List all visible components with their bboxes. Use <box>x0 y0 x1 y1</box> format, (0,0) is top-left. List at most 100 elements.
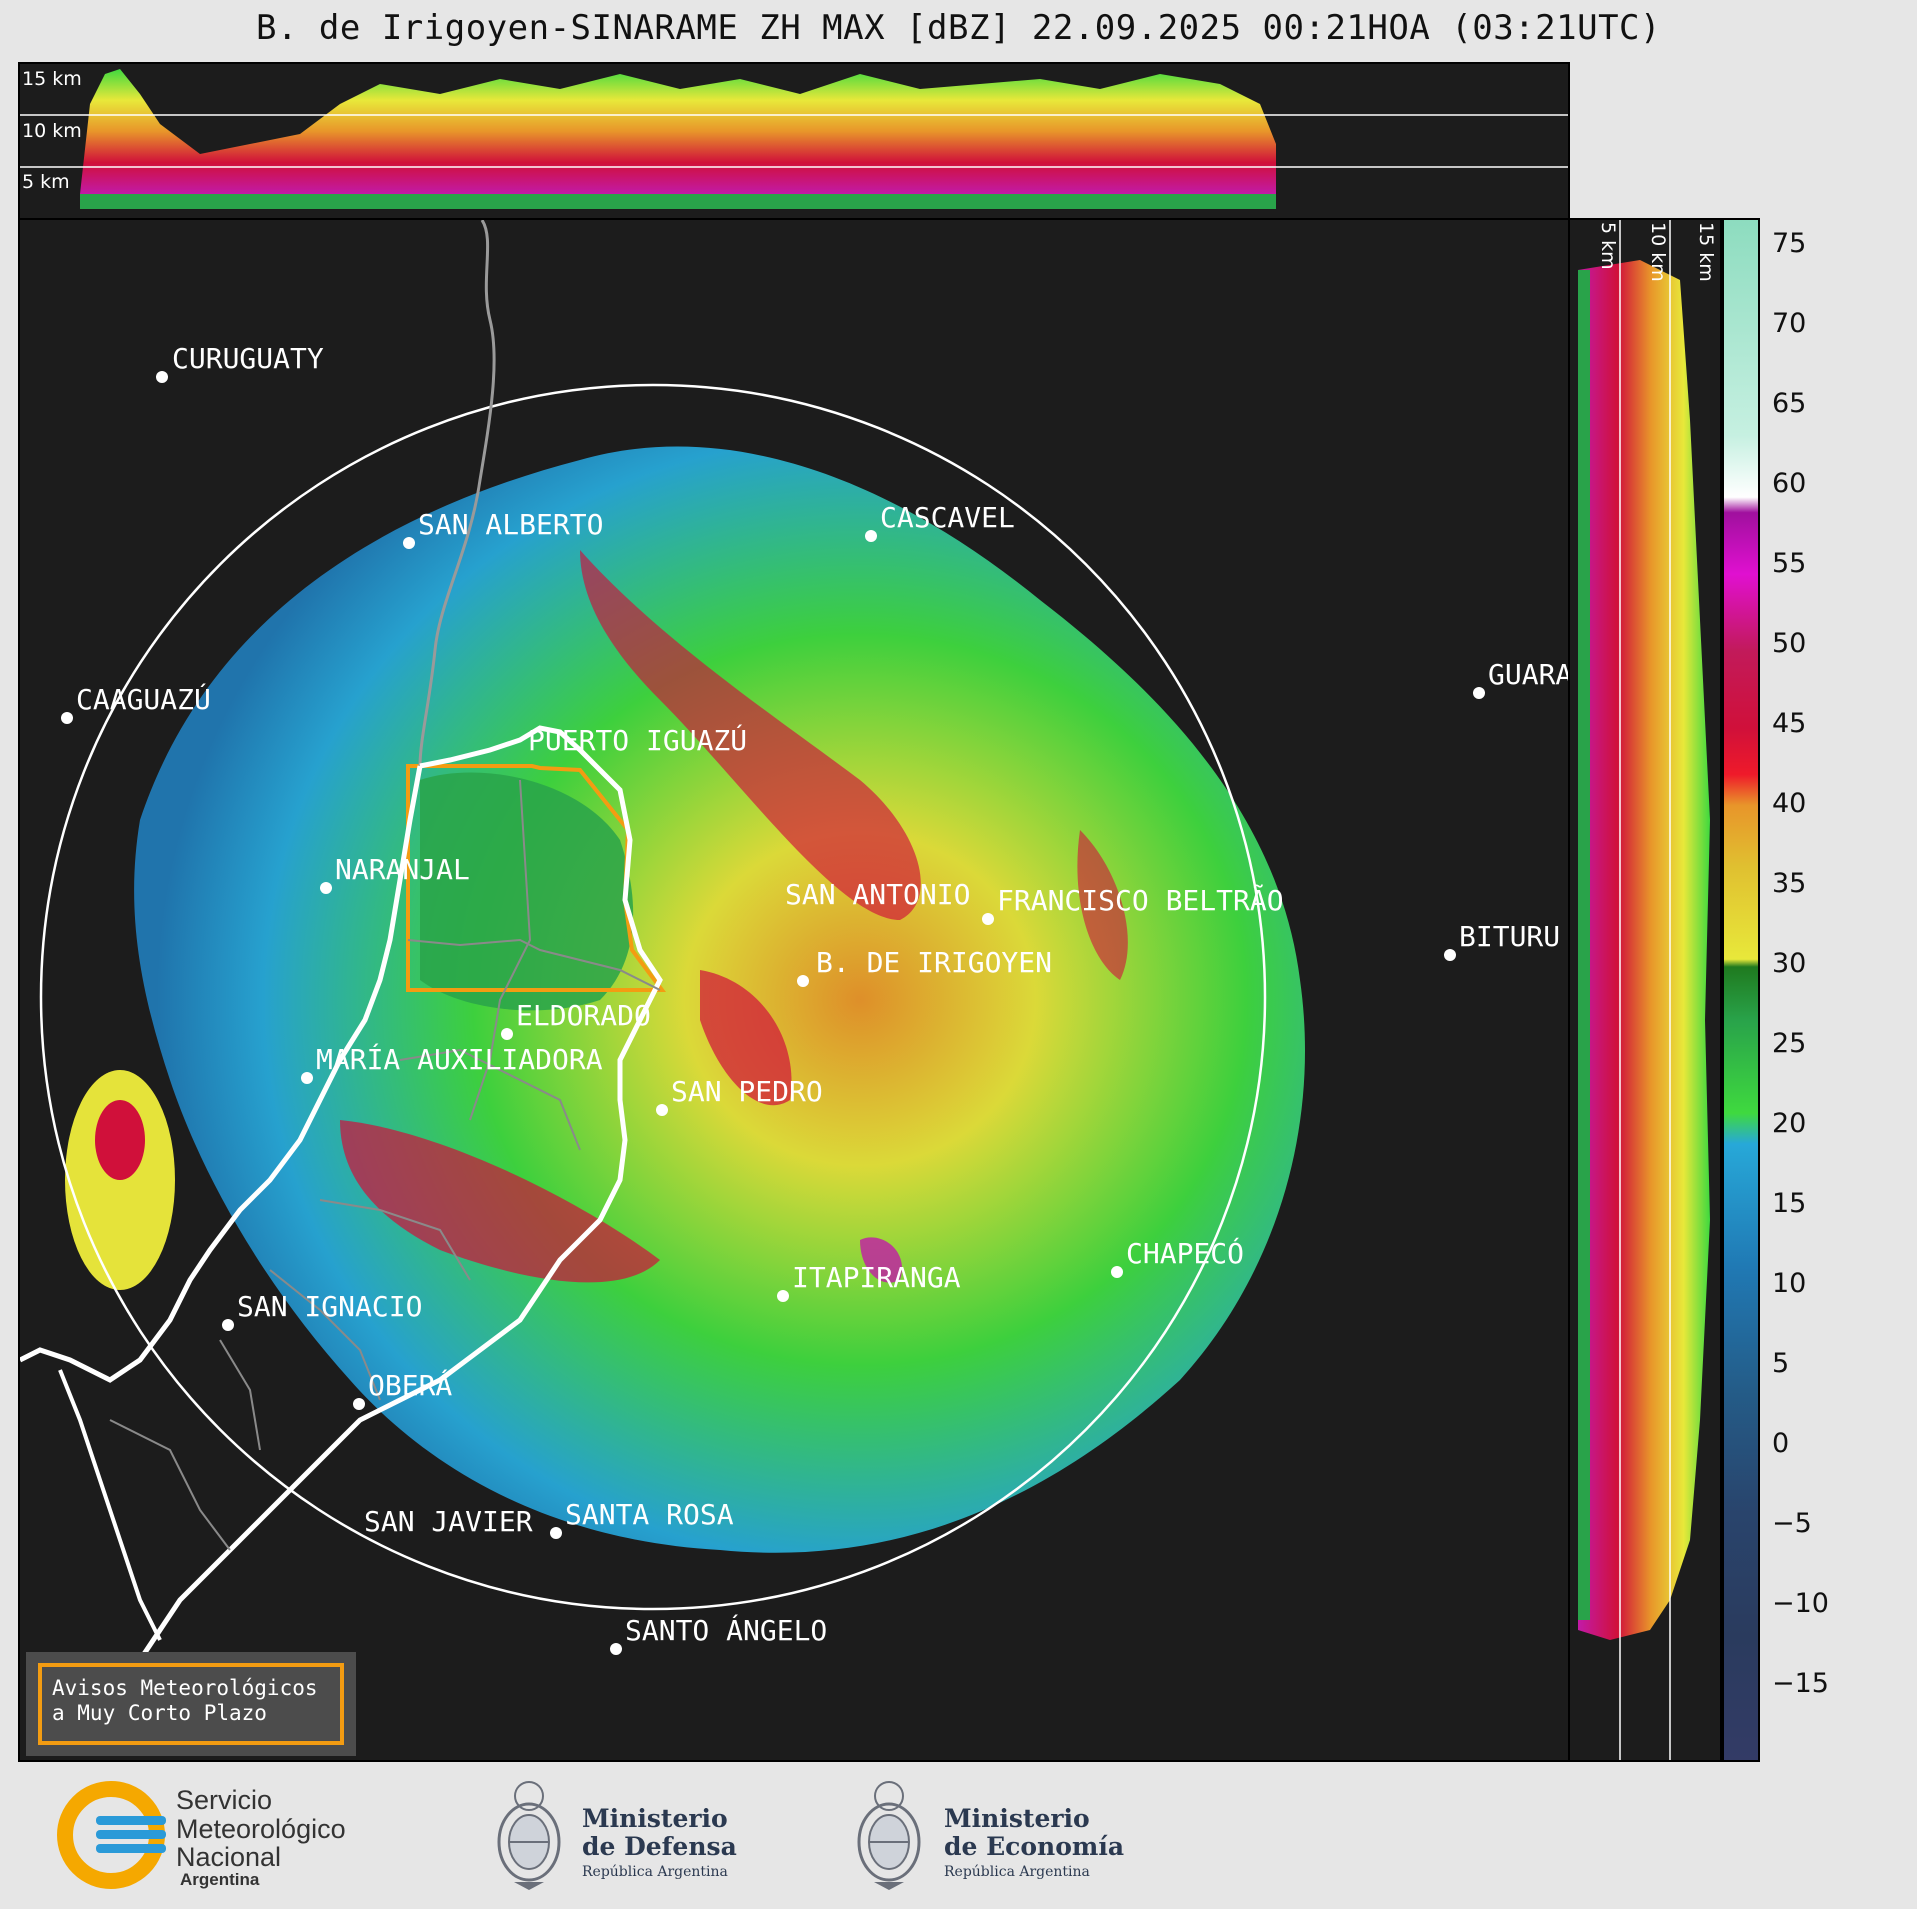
svg-text:BITURU: BITURU <box>1459 920 1560 953</box>
city-marker-san-javier: SAN JAVIER <box>364 1505 533 1538</box>
right-height-profile: 5 km 10 km 15 km <box>1568 218 1722 1762</box>
cbar-tick-30: 30 <box>1772 948 1807 979</box>
city-marker-san-alberto: SAN ALBERTO <box>403 508 603 549</box>
svg-text:SAN ALBERTO: SAN ALBERTO <box>418 508 603 541</box>
economia-line3: República Argentina <box>944 1864 1090 1880</box>
cbar-tick-20: 20 <box>1772 1108 1807 1139</box>
right-altitude-label-15km: 15 km <box>1695 222 1717 282</box>
smn-logo-line3: Nacional <box>176 1842 282 1872</box>
ministerio-economia-logo: Ministerio de Economía República Argenti… <box>854 1774 1134 1894</box>
smn-logo-line4: Argentina <box>180 1870 260 1889</box>
misiones-border <box>97 725 663 1742</box>
cbar-tick-65: 65 <box>1772 388 1807 419</box>
svg-text:CAAGUAZÚ: CAAGUAZÚ <box>76 682 211 716</box>
defensa-line1: Ministerio <box>582 1804 728 1833</box>
top-altitude-label-5km: 5 km <box>22 171 70 193</box>
smn-logo-icon <box>57 1781 166 1889</box>
svg-text:PUERTO IGUAZÚ: PUERTO IGUAZÚ <box>528 723 747 757</box>
border-line-north <box>418 220 496 767</box>
defensa-line2: de Defensa <box>582 1832 737 1861</box>
city-marker-maria-auxiliadora: MARÍA AUXILIADORA <box>301 1042 603 1084</box>
svg-text:SAN ANTONIO: SAN ANTONIO <box>785 878 970 911</box>
argentina-coat-of-arms-icon-2 <box>857 1781 921 1890</box>
argentina-coat-of-arms-icon <box>497 1781 561 1890</box>
misiones-border-west <box>20 765 423 1383</box>
smn-logo-line1: Servicio <box>176 1785 273 1815</box>
top-altitude-label-15km: 15 km <box>22 68 82 90</box>
svg-text:SAN IGNACIO: SAN IGNACIO <box>237 1290 422 1323</box>
right-altitude-label-10km: 10 km <box>1647 222 1669 282</box>
cbar-tick-minus15: −15 <box>1772 1668 1829 1699</box>
city-layer: CURUGUATY SAN ALBERTO CASCAVEL CAAGUAZÚ … <box>61 342 1570 1655</box>
cbar-tick-15: 15 <box>1772 1188 1807 1219</box>
svg-text:NARANJAL: NARANJAL <box>335 853 470 886</box>
cbar-tick-25: 25 <box>1772 1028 1807 1059</box>
svg-text:SAN JAVIER: SAN JAVIER <box>364 1505 533 1538</box>
city-marker-chapeco: CHAPECÓ <box>1111 1236 1244 1278</box>
svg-text:MARÍA AUXILIADORA: MARÍA AUXILIADORA <box>316 1042 603 1076</box>
svg-text:OBERÁ: OBERÁ <box>368 1368 452 1402</box>
svg-text:SANTA ROSA: SANTA ROSA <box>565 1498 734 1531</box>
radar-map-panel: CURUGUATY SAN ALBERTO CASCAVEL CAAGUAZÚ … <box>18 218 1570 1762</box>
city-marker-bituru: BITURU <box>1444 920 1560 961</box>
city-marker-b-de-irigoyen: B. DE IRIGOYEN <box>797 946 1052 987</box>
warnings-notice-line1: Avisos Meteorológicos <box>52 1676 318 1700</box>
right-profile-graphic <box>1578 220 1710 1760</box>
defensa-line3: República Argentina <box>582 1864 728 1880</box>
warnings-notice: Avisos Meteorológicos a Muy Corto Plazo <box>26 1652 356 1756</box>
city-marker-naranjal: NARANJAL <box>320 853 470 894</box>
cbar-tick-40: 40 <box>1772 788 1807 819</box>
right-altitude-label-5km: 5 km <box>1597 222 1619 270</box>
svg-text:GUARA: GUARA <box>1488 658 1570 691</box>
svg-text:CURUGUATY: CURUGUATY <box>172 342 324 375</box>
city-marker-curuguaty: CURUGUATY <box>156 342 324 383</box>
top-height-profile: 15 km 10 km 5 km <box>18 62 1570 220</box>
ministerio-defensa-logo: Ministerio de Defensa República Argentin… <box>494 1774 754 1894</box>
city-marker-puerto-iguazu: PUERTO IGUAZÚ <box>528 723 747 757</box>
radar-map <box>20 220 1305 1742</box>
city-marker-san-antonio: SAN ANTONIO <box>785 878 970 911</box>
city-marker-guara: GUARA <box>1473 658 1570 699</box>
smn-logo: Servicio Meteorológico Nacional Argentin… <box>56 1780 396 1890</box>
svg-text:CASCAVEL: CASCAVEL <box>880 501 1015 534</box>
map-title: B. de Irigoyen-SINARAME ZH MAX [dBZ] 22.… <box>256 8 1661 48</box>
svg-text:ELDORADO: ELDORADO <box>516 999 651 1032</box>
svg-text:SAN PEDRO: SAN PEDRO <box>671 1075 823 1108</box>
city-marker-santo-angelo: SANTO ÁNGELO <box>610 1613 827 1655</box>
cbar-tick-50: 50 <box>1772 628 1807 659</box>
city-marker-obera: OBERÁ <box>353 1368 452 1410</box>
city-marker-san-pedro: SAN PEDRO <box>656 1075 823 1116</box>
cbar-tick-minus10: −10 <box>1772 1588 1829 1619</box>
city-marker-san-ignacio: SAN IGNACIO <box>222 1290 422 1331</box>
cbar-tick-10: 10 <box>1772 1268 1807 1299</box>
colorbar <box>1722 218 1760 1762</box>
cbar-tick-35: 35 <box>1772 868 1807 899</box>
svg-text:B. DE IRIGOYEN: B. DE IRIGOYEN <box>816 946 1052 979</box>
cbar-tick-0: 0 <box>1772 1428 1790 1459</box>
cbar-tick-5: 5 <box>1772 1348 1790 1379</box>
top-profile-graphic <box>20 69 1568 209</box>
smn-logo-line2: Meteorológico <box>176 1814 346 1844</box>
top-altitude-label-10km: 10 km <box>22 120 82 142</box>
city-marker-eldorado: ELDORADO <box>501 999 651 1040</box>
city-marker-itapiranga: ITAPIRANGA <box>777 1261 961 1302</box>
cbar-tick-60: 60 <box>1772 468 1807 499</box>
cbar-tick-minus5: −5 <box>1772 1508 1812 1539</box>
city-marker-cascavel: CASCAVEL <box>865 501 1015 542</box>
warnings-notice-frame: Avisos Meteorológicos a Muy Corto Plazo <box>38 1663 344 1745</box>
svg-text:ITAPIRANGA: ITAPIRANGA <box>792 1261 961 1294</box>
cbar-tick-75: 75 <box>1772 228 1807 259</box>
city-marker-francisco-beltrao: FRANCISCO BELTRÃO <box>982 884 1284 925</box>
cbar-tick-45: 45 <box>1772 708 1807 739</box>
economia-line1: Ministerio <box>944 1804 1090 1833</box>
cbar-tick-70: 70 <box>1772 308 1807 339</box>
svg-text:SANTO ÁNGELO: SANTO ÁNGELO <box>625 1613 827 1647</box>
city-marker-caaguazu: CAAGUAZÚ <box>61 682 211 724</box>
svg-text:CHAPECÓ: CHAPECÓ <box>1126 1236 1244 1270</box>
economia-line2: de Economía <box>944 1832 1125 1861</box>
range-ring <box>39 383 1267 1611</box>
department-lines <box>109 779 661 1551</box>
cbar-tick-55: 55 <box>1772 548 1807 579</box>
city-marker-santa-rosa: SANTA ROSA <box>550 1498 734 1539</box>
warnings-notice-line2: a Muy Corto Plazo <box>52 1701 267 1725</box>
